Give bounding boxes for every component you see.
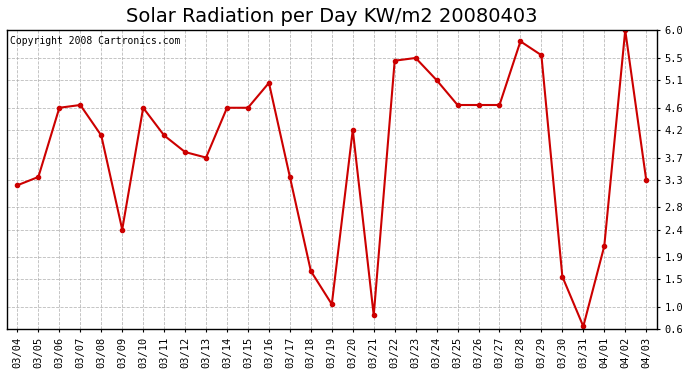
Title: Solar Radiation per Day KW/m2 20080403: Solar Radiation per Day KW/m2 20080403 — [126, 7, 538, 26]
Text: Copyright 2008 Cartronics.com: Copyright 2008 Cartronics.com — [10, 36, 181, 46]
